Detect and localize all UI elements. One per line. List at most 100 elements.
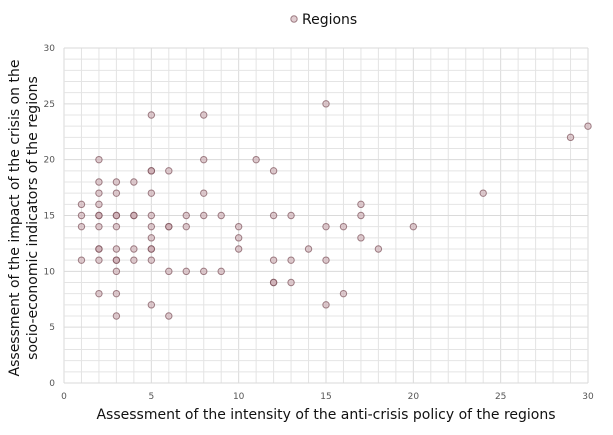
x-axis-title: Assessment of the intensity of the anti-… [96,407,555,423]
data-point [200,155,208,164]
data-point [147,301,156,309]
data-point [287,211,295,220]
data-point [112,211,121,220]
y-tick-label: 30 [44,44,56,54]
data-point [304,245,313,253]
y-tick-label: 5 [49,323,55,333]
x-tick-label: 0 [61,392,67,402]
y-tick-label: 25 [44,100,55,110]
legend: Regions [290,12,357,28]
data-point [130,211,138,220]
data-point [95,289,103,298]
data-point [112,222,121,231]
data-point [130,245,138,253]
data-point [200,111,208,119]
x-tick-label: 25 [495,392,506,402]
data-point [147,111,156,119]
data-point [217,211,225,220]
data-point [77,200,86,209]
data-point [165,222,173,231]
data-point [269,211,278,220]
data-point [252,155,260,164]
data-point [479,189,487,197]
data-point [77,222,86,231]
data-point [147,245,156,253]
data-point [357,200,365,209]
data-point [95,245,103,253]
data-point [165,267,173,276]
grid-lines [63,47,589,384]
data-point [322,100,330,108]
data-point [269,278,278,287]
y-tick-label: 15 [44,212,55,222]
data-point [409,222,418,231]
data-point [77,211,86,220]
data-point [200,267,208,276]
data-point [269,167,278,175]
data-point [182,267,190,276]
data-point [322,222,330,231]
data-point [77,256,86,264]
data-point [147,167,156,175]
data-point [566,133,575,142]
data-point [112,189,121,197]
data-point [112,178,121,186]
data-point [147,222,156,231]
data-point [182,211,190,220]
data-point [234,234,243,242]
data-point [112,245,121,253]
y-tick-label: 20 [44,156,56,166]
x-tick-label: 30 [582,392,594,402]
data-point [217,267,225,276]
x-tick-label: 10 [233,392,245,402]
data-point [584,122,592,130]
data-point [130,178,138,186]
data-point [130,256,138,264]
data-point [287,278,295,287]
data-point [322,301,330,309]
y-axis-title-line-1: Assessment of the impact of the crisis o… [7,60,23,377]
data-point [112,312,121,320]
data-point [147,211,156,220]
data-points [77,100,592,320]
data-point [234,245,243,253]
data-point [374,245,383,253]
x-tick-label: 5 [148,392,154,402]
data-point [112,267,121,276]
data-point [165,167,173,175]
data-point [95,222,103,231]
data-point [95,178,103,186]
data-point [200,189,208,197]
y-tick-label: 10 [44,267,56,277]
data-point [182,222,190,231]
data-point [322,256,330,264]
data-point [95,200,103,209]
tick-labels: 0 5 10 15 20 25 30 0 5 10 15 20 25 30 [44,44,594,402]
data-point [112,256,121,264]
data-point [339,222,348,231]
y-tick-label: 0 [49,379,55,389]
x-tick-label: 15 [320,392,331,402]
x-tick-label: 20 [408,392,420,402]
data-point [269,256,278,264]
y-axis-title: Assessment of the impact of the crisis o… [7,60,41,377]
data-point [147,234,156,242]
data-point [287,256,295,264]
data-point [147,189,156,197]
data-point [112,289,121,298]
data-point [165,312,173,320]
data-point [234,222,243,231]
data-point [95,189,103,197]
data-point [339,289,348,298]
y-axis-title-line-2: socio-economic indicators of the regions [25,76,41,360]
legend-marker [290,15,298,23]
data-point [147,256,156,264]
data-point [357,211,365,220]
data-point [200,211,208,220]
data-point [95,256,103,264]
data-point [357,234,365,242]
legend-label: Regions [302,12,357,28]
data-point [95,211,103,220]
data-point [95,155,103,164]
